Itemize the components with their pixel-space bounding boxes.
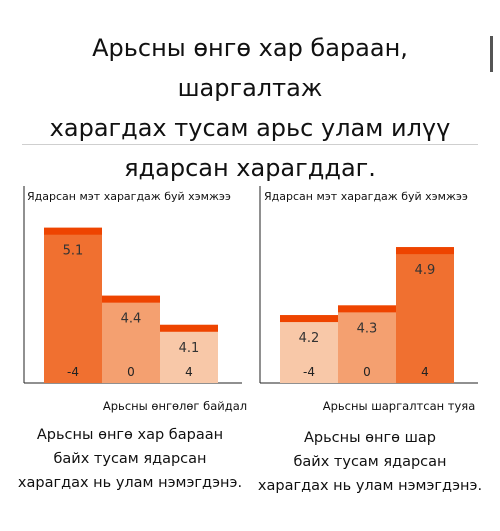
caption-left: Арьсны өнгө хар бараан байх тусам ядарса… [10,423,250,495]
bar-cap-1-2 [396,247,454,255]
tick-label-0-2: 4 [185,365,193,379]
bar-1-2 [396,247,454,383]
bar-cap-0-0 [44,227,102,235]
y-axis-label-1: Ядарсан мэт харагдаж буй хэмжээ [264,190,468,203]
data-label-0-1: 4.4 [121,312,142,327]
bar-cap-1-0 [280,315,338,323]
bar-1-0 [280,315,338,383]
data-label-0-2: 4.1 [179,341,200,356]
tick-label-0-1: 0 [127,365,135,379]
title-line-3: ядарсан харагддаг. [124,154,376,182]
caption-right-line-3: харагдах нь улам нэмэгдэнэ. [257,478,483,494]
caption-right-line-2: байх тусам ядарсан [293,454,447,470]
bar-cap-0-1 [102,295,160,303]
bar-0-2 [160,324,218,383]
caption-left-line-1: Арьсны өнгө хар бараан [36,427,224,443]
caption-left-line-2: байх тусам ядарсан [53,451,207,467]
scroll-indicator [490,36,493,72]
page-title: Арьсны өнгө хар бараан, шаргалтаж харагд… [20,28,480,188]
bar-0-1 [102,295,160,383]
data-label-1-2: 4.9 [415,263,436,278]
divider [22,144,478,145]
data-label-1-0: 4.2 [299,331,320,346]
x-axis-label-0: Арьсны өнгөлөг байдал [103,399,247,413]
bar-cap-1-1 [338,305,396,313]
bar-cap-0-2 [160,324,218,332]
tick-label-1-1: 0 [363,365,371,379]
data-label-1-1: 4.3 [357,321,378,336]
y-axis-label-0: Ядарсан мэт харагдаж буй хэмжээ [27,190,231,203]
data-label-0-0: 5.1 [63,244,84,259]
caption-right-line-1: Арьсны өнгө шар [304,430,436,446]
caption-left-line-3: харагдах нь улам нэмэгдэнэ. [17,475,243,491]
title-line-1: Арьсны өнгө хар бараан, шаргалтаж [92,34,408,102]
x-axis-label-1: Арьсны шаргалтсан туяа [323,399,476,413]
bar-1-1 [338,305,396,383]
tick-label-1-2: 4 [421,365,429,379]
bar-0-0 [44,227,102,383]
title-line-2: харагдах тусам арьс улам илүү [49,114,451,142]
tick-label-1-0: -4 [303,365,315,379]
caption-right: Арьсны өнгө шар байх тусам ядарсан хараг… [250,426,490,498]
tick-label-0-0: -4 [67,365,79,379]
